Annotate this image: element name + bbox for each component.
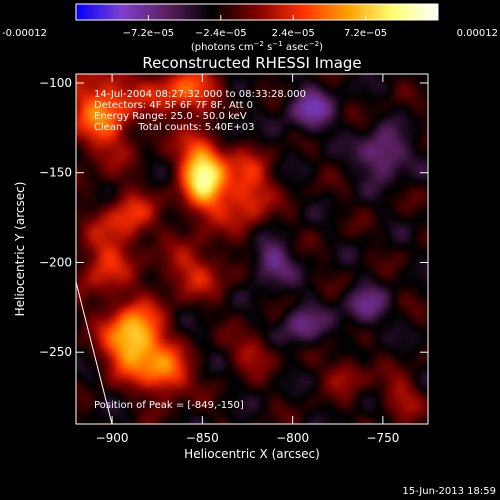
colorbar-tick-label: 2.4e−05: [272, 28, 315, 39]
x-axis-label: Heliocentric X (arcsec): [184, 447, 320, 461]
y-tick-label: −100: [39, 76, 72, 90]
annotation-clean: Clean Total counts: 5.40E+03: [94, 122, 254, 133]
colorbar-tick-label: −7.2e−05: [123, 28, 175, 39]
y-tick-label: −200: [39, 255, 72, 269]
colorbar-label: (photons cm−2 s−1 asec−2): [191, 40, 323, 53]
colorbar-tick-label: -0.00012: [2, 28, 47, 39]
y-tick-label: −250: [39, 345, 72, 359]
chart-title: Reconstructed RHESSI Image: [142, 54, 361, 72]
annotation-detectors: Detectors: 4F 5F 6F 7F 8F, Att 0: [94, 100, 253, 111]
annotation-time: 14-Jul-2004 08:27:32.000 to 08:33:28.000: [94, 89, 306, 100]
x-tick-label: −900: [96, 431, 129, 445]
peak-position-label: Position of Peak = [-849,-150]: [94, 400, 244, 411]
colorbar-tick-label: 0.00012: [457, 28, 498, 39]
heatmap-image: [76, 74, 428, 424]
plot-frame: [75, 73, 429, 425]
colorbar-ticks: -0.00012 −7.2e−05 −2.4e−05 2.4e−05 7.2e−05 0.…: [2, 15, 498, 39]
annotation-energy: Energy Range: 25.0 - 50.0 keV: [94, 111, 247, 122]
footer-date: 15-Jun-2013 18:59: [402, 486, 496, 497]
x-tick-label: −800: [276, 431, 309, 445]
colorbar-tick-label: 7.2e−05: [344, 28, 387, 39]
colorbar-tick-label: −2.4e−05: [195, 28, 247, 39]
colorbar: [75, 3, 439, 21]
x-tick-label: −750: [366, 431, 399, 445]
limb-line: [76, 281, 113, 424]
axis-ticks: −900 −850 −800 −750 −100 −150 −200 −250: [39, 74, 428, 445]
y-tick-label: −150: [39, 166, 72, 180]
x-tick-label: −850: [186, 431, 219, 445]
y-axis-label: Heliocentric Y (arcsec): [13, 182, 27, 317]
